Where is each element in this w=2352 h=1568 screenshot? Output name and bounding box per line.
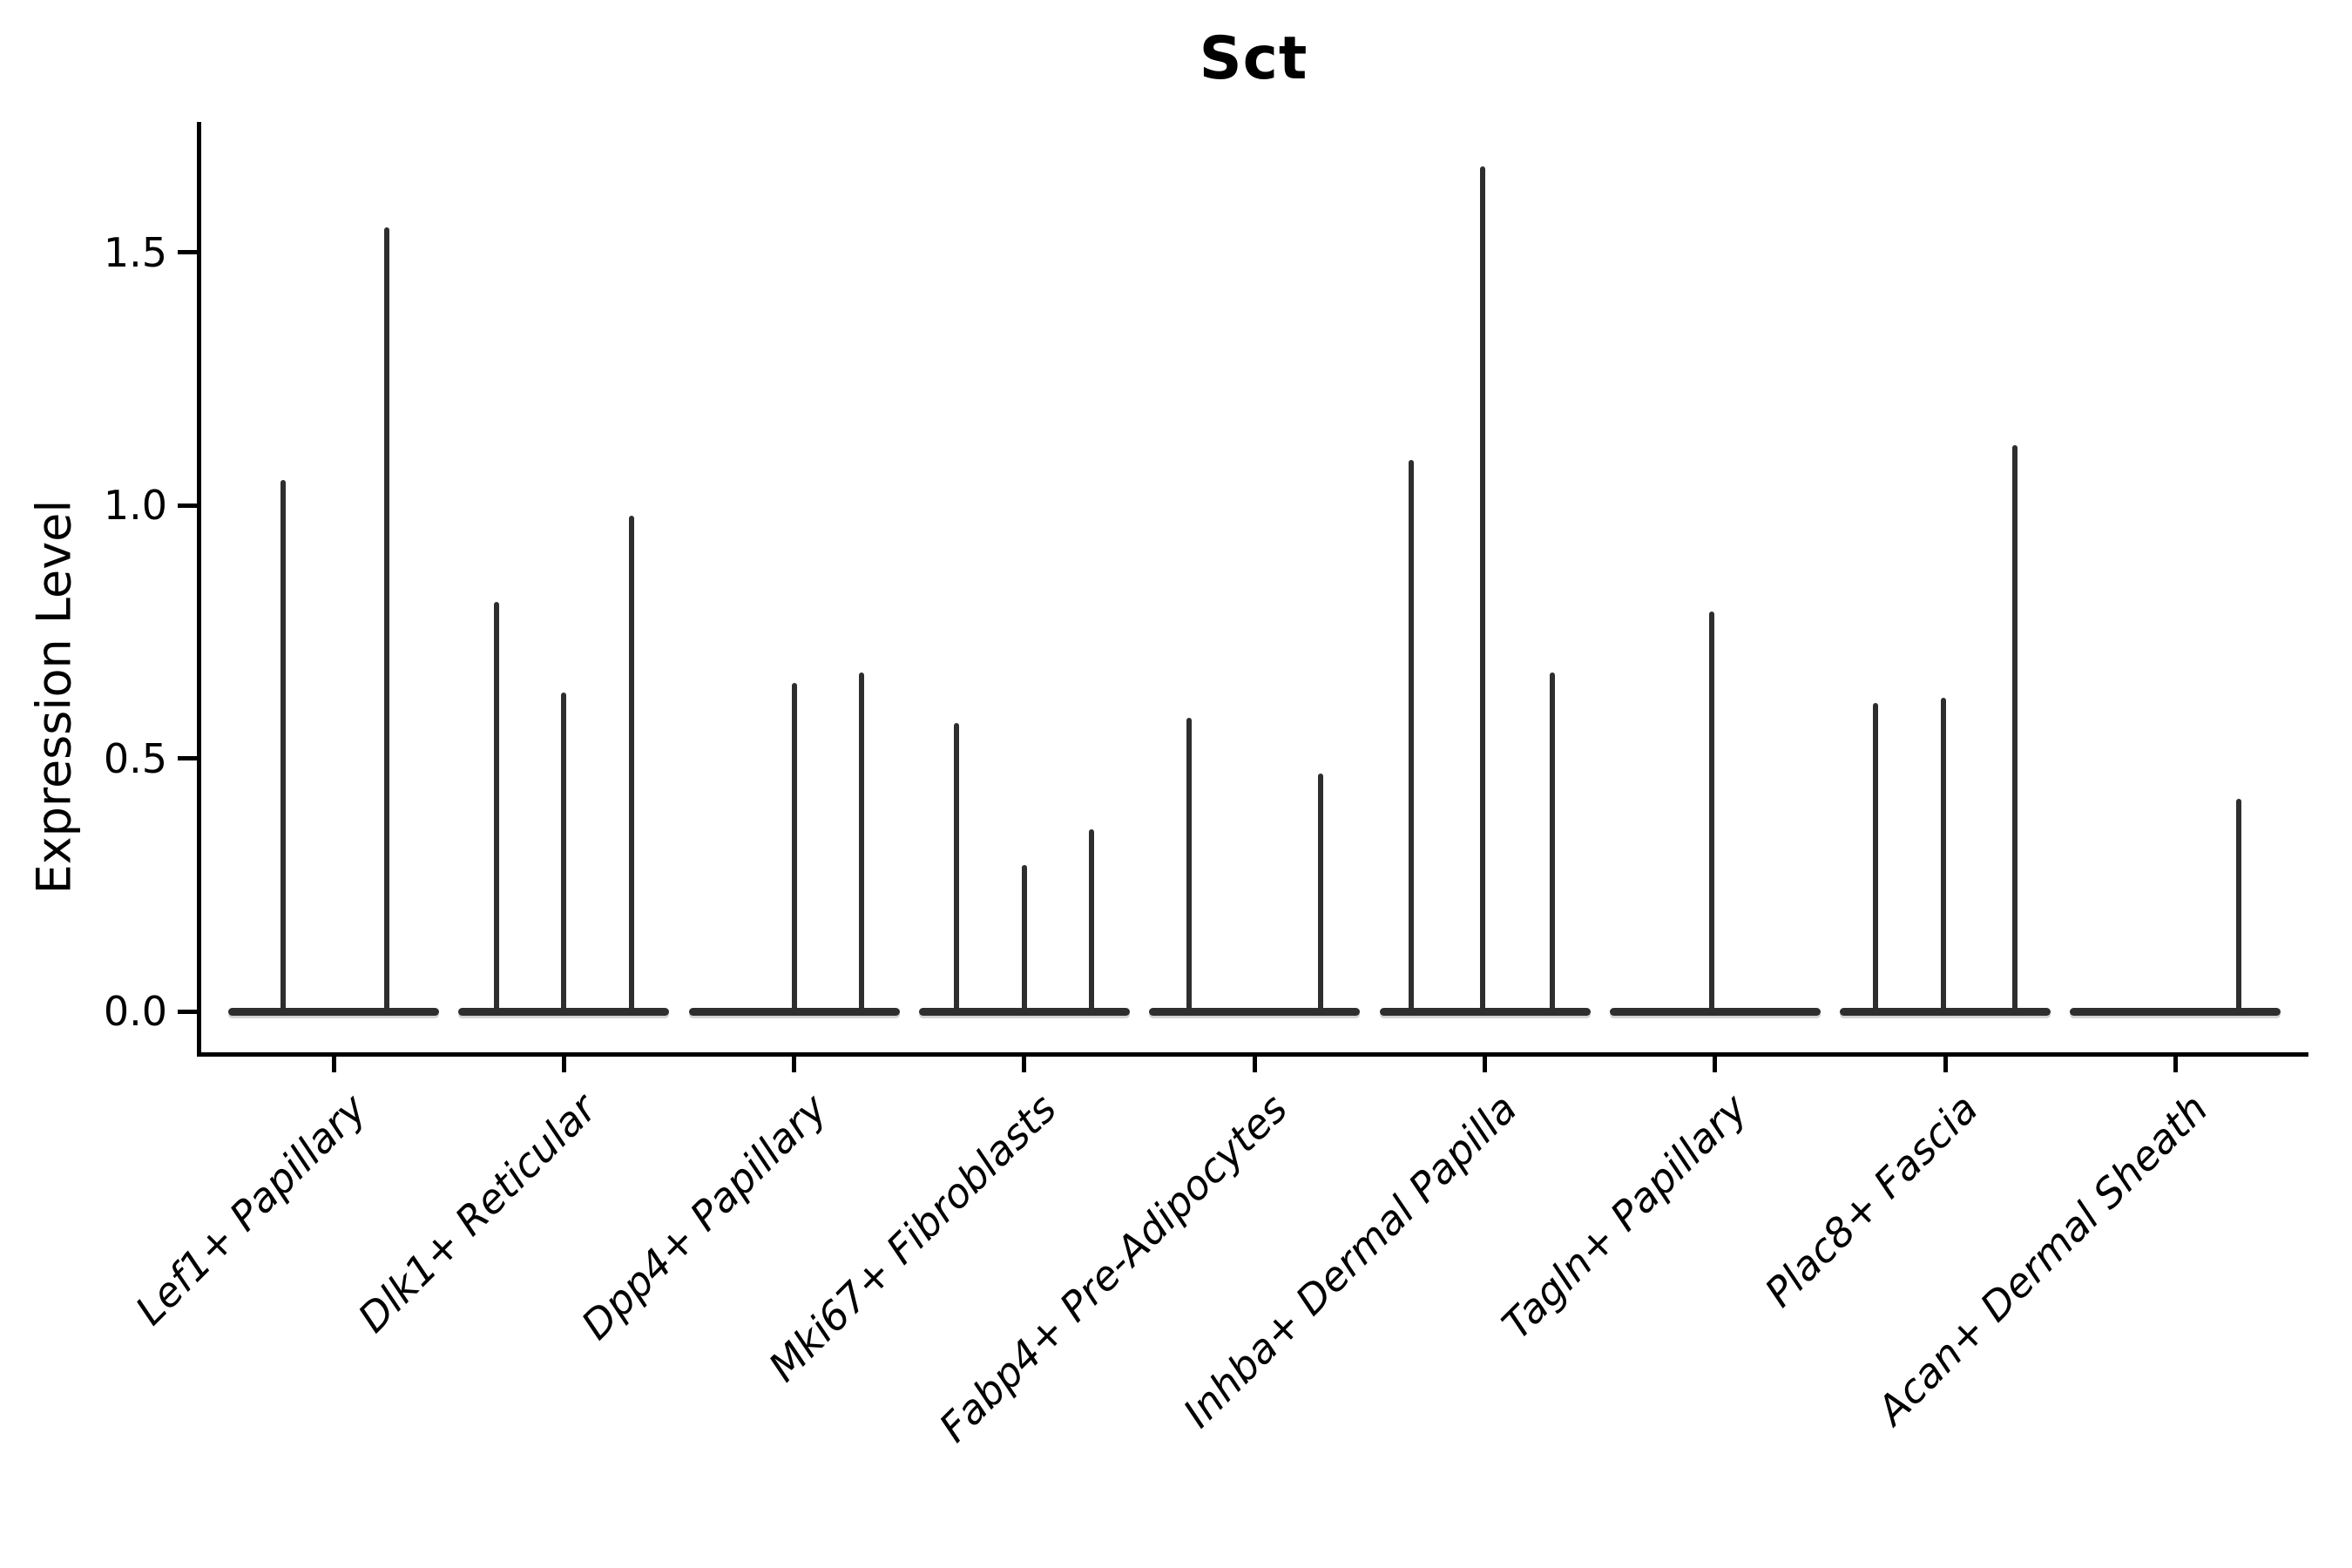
x-category-label: Tagln+ Papillary bbox=[1492, 1085, 1757, 1348]
violin-spike bbox=[2011, 444, 2017, 1015]
y-tick bbox=[178, 1009, 197, 1014]
violin-spike bbox=[859, 672, 865, 1015]
x-category-label: Lef1+ Papillary bbox=[125, 1085, 375, 1335]
violin-spike bbox=[493, 601, 499, 1015]
x-tick bbox=[2173, 1057, 2178, 1072]
violin-spike bbox=[791, 682, 797, 1015]
violin-spike bbox=[1021, 864, 1027, 1015]
violin-spike bbox=[628, 515, 634, 1015]
violin-spike bbox=[383, 226, 389, 1015]
violin-spike bbox=[1480, 166, 1486, 1015]
violin-spike bbox=[561, 693, 567, 1015]
y-tick bbox=[178, 250, 197, 255]
violin-body bbox=[228, 1007, 439, 1016]
violin-body bbox=[1609, 1007, 1821, 1016]
y-tick-label: 1.0 bbox=[103, 482, 167, 530]
violin-spike bbox=[1549, 672, 1555, 1015]
violin-body bbox=[1149, 1007, 1361, 1016]
y-tick bbox=[178, 503, 197, 508]
violin-spike bbox=[1089, 828, 1095, 1015]
violin-spike bbox=[280, 480, 286, 1015]
y-axis-spine bbox=[197, 122, 201, 1057]
x-tick bbox=[792, 1057, 797, 1072]
x-tick bbox=[1943, 1057, 1948, 1072]
violin-spike bbox=[1873, 702, 1879, 1015]
x-category-label: Dpp4+ Papillary bbox=[571, 1085, 836, 1348]
x-tick bbox=[1483, 1057, 1487, 1072]
violin-spike bbox=[1709, 612, 1715, 1015]
x-category-label: Dlk1+ Reticular bbox=[348, 1085, 605, 1342]
violin-spike bbox=[1408, 460, 1414, 1015]
x-tick bbox=[1022, 1057, 1027, 1072]
x-axis-spine bbox=[197, 1052, 2308, 1057]
violin-spike bbox=[1186, 718, 1193, 1015]
x-tick bbox=[331, 1057, 336, 1072]
x-category-label: Plac8+ Fascia bbox=[1755, 1085, 1987, 1316]
y-tick-label: 0.0 bbox=[103, 988, 167, 1035]
x-tick bbox=[1713, 1057, 1718, 1072]
x-tick bbox=[1252, 1057, 1257, 1072]
violin-body bbox=[2070, 1007, 2281, 1016]
x-tick bbox=[561, 1057, 566, 1072]
y-tick-label: 1.5 bbox=[103, 228, 167, 276]
violin-spike bbox=[1318, 774, 1324, 1015]
chart-title: Sct bbox=[1199, 24, 1308, 93]
violin-spike bbox=[2236, 799, 2241, 1015]
violin-spike bbox=[1940, 697, 1946, 1015]
y-tick bbox=[178, 756, 197, 761]
y-tick-label: 0.5 bbox=[103, 734, 167, 782]
y-axis-label: Expression Level bbox=[26, 499, 82, 895]
violin-spike bbox=[954, 723, 960, 1015]
